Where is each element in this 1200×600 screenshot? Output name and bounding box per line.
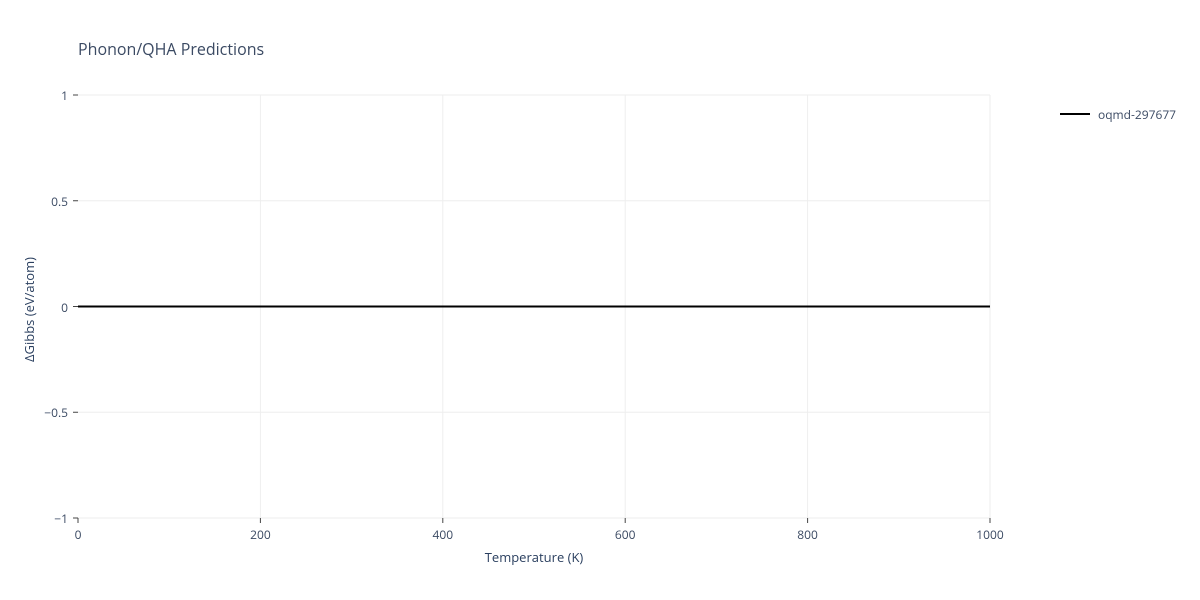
legend-label[interactable]: oqmd-297677 [1098, 106, 1176, 123]
y-axis-label: ΔGibbs (eV/atom) [20, 257, 38, 362]
y-tick-label: −1 [54, 510, 68, 527]
chart-svg [0, 0, 1200, 600]
x-tick-label: 200 [235, 526, 285, 543]
x-tick-label: 600 [600, 526, 650, 543]
x-tick-label: 1000 [965, 526, 1015, 543]
y-tick-label: 0.5 [51, 193, 68, 210]
x-tick-label: 800 [783, 526, 833, 543]
y-tick-label: −0.5 [44, 404, 68, 421]
x-tick-label: 0 [53, 526, 103, 543]
y-tick-label: 1 [61, 87, 68, 104]
x-tick-label: 400 [418, 526, 468, 543]
x-axis-label: Temperature (K) [474, 548, 594, 566]
y-tick-label: 0 [61, 299, 68, 316]
